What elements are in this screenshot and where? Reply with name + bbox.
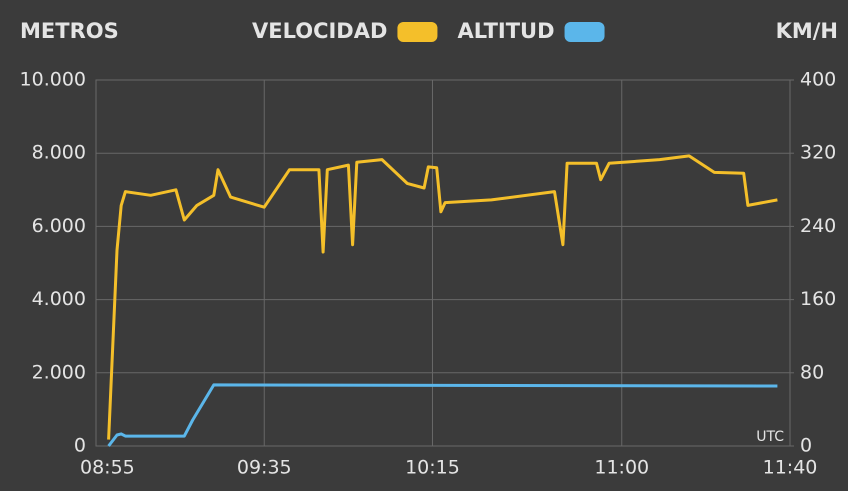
y-tick-label: 0: [74, 435, 86, 457]
y-tick-label: 2.000: [32, 361, 86, 383]
x-tick-label: 10:15: [405, 457, 460, 479]
y2-axis-title: KM/H: [776, 19, 838, 43]
y2-tick-label: 400: [800, 69, 836, 91]
x-tick-label: 11:00: [594, 457, 649, 479]
data-line: [107, 154, 778, 440]
data-line: [107, 383, 778, 447]
legend-swatch: [397, 22, 438, 42]
x-tick-label: 09:35: [237, 457, 292, 479]
y2-tick-label: 320: [800, 142, 836, 164]
y2-tick-label: 160: [800, 288, 836, 310]
y2-tick-label: 240: [800, 215, 836, 237]
y-tick-label: 4.000: [32, 288, 86, 310]
x-tick-label: 11:40: [763, 457, 818, 479]
legend-label: ALTITUD: [457, 19, 554, 43]
annotation: UTC: [756, 429, 784, 445]
y2-tick-label: 80: [800, 361, 824, 383]
y-tick-label: 6.000: [32, 215, 86, 237]
y-tick-label: 8.000: [32, 142, 86, 164]
y-tick-label: 10.000: [20, 69, 86, 91]
y-axis-title: METROS: [20, 19, 119, 43]
plot-frame: [95, 79, 791, 447]
y2-tick-label: 0: [800, 435, 812, 457]
legend-label: VELOCIDAD: [252, 19, 387, 43]
x-tick-label: 08:55: [80, 457, 135, 479]
legend-swatch: [564, 22, 605, 42]
